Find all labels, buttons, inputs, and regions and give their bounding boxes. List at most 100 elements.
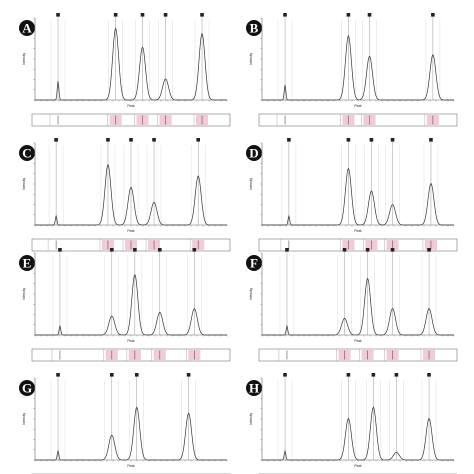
peak-marker-square	[158, 248, 162, 252]
y-axis-title: Intensity	[249, 288, 253, 300]
badge-circle	[19, 145, 35, 161]
panel-letter-badge: D	[246, 145, 262, 161]
y-axis-title: Intensity	[249, 53, 253, 65]
peak-marker-square	[287, 138, 291, 142]
y-axis-title: Intensity	[22, 53, 26, 65]
peak-marker-square	[196, 138, 200, 142]
peak-marker-square	[390, 138, 395, 142]
x-axis-title: Peak	[354, 464, 362, 468]
panel-letter: F	[250, 256, 258, 271]
intensity-trace	[35, 27, 227, 101]
panel-letter: C	[22, 146, 31, 161]
intensity-trace	[35, 163, 227, 226]
panel-letter-badge: E	[19, 255, 35, 271]
peak-marker-square	[133, 248, 137, 252]
x-axis-title: Peak	[127, 464, 135, 468]
peak-marker-square	[365, 248, 370, 252]
peak-marker-square	[369, 138, 374, 142]
panel-d: D Intensity Peak	[246, 138, 458, 252]
lane-strip	[31, 238, 231, 252]
panel-letter-badge: C	[19, 145, 35, 161]
panel-e: E Intensity Peak	[19, 248, 231, 362]
y-axis-title: Intensity	[249, 178, 253, 190]
panel-h: H Intensity Peak	[246, 373, 458, 474]
panel-letter-badge: H	[246, 380, 262, 396]
panel-letter: B	[250, 21, 259, 36]
peak-marker-square	[54, 138, 58, 142]
peak-marker-square	[285, 248, 289, 252]
peak-marker-square	[346, 373, 351, 377]
panel-letter: A	[22, 21, 32, 36]
y-axis-title: Intensity	[22, 288, 26, 300]
intensity-trace	[35, 273, 227, 336]
peak-marker-square	[346, 138, 351, 142]
panel-b: B Intensity Peak	[246, 13, 458, 127]
peak-marker-square	[129, 138, 133, 142]
panel-letter: D	[249, 146, 258, 161]
peak-marker-square	[371, 373, 376, 377]
lane-strip	[258, 348, 458, 362]
panel-a: A Intensity Peak	[19, 13, 231, 127]
lane-strip	[258, 113, 458, 127]
peak-marker-square	[431, 13, 435, 17]
panel-letter: G	[22, 381, 32, 396]
intensity-trace	[262, 35, 454, 101]
peak-marker-square	[163, 13, 168, 17]
peak-marker-square	[192, 248, 197, 252]
panel-f: F Intensity Peak	[246, 248, 458, 362]
lane-frame	[258, 113, 458, 127]
y-axis-title: Intensity	[22, 178, 26, 190]
peak-marker-square	[113, 13, 118, 17]
lane-strip	[31, 113, 231, 127]
peak-marker-square	[200, 13, 204, 17]
peak-marker-square	[58, 248, 62, 252]
lane-strip	[31, 348, 231, 362]
peak-marker-square	[427, 373, 431, 377]
panel-letter-badge: A	[19, 20, 35, 36]
peak-marker-square	[140, 13, 145, 17]
x-axis-title: Peak	[354, 339, 362, 343]
peak-marker-square	[283, 373, 287, 377]
y-axis-title: Intensity	[22, 413, 26, 425]
panel-c: C Intensity Peak	[19, 138, 231, 252]
lane-strip	[258, 238, 458, 252]
peak-marker-square	[56, 13, 60, 17]
panel-g: G Intensity Peak	[19, 373, 231, 474]
peak-marker-square	[427, 248, 431, 252]
peak-marker-square	[56, 373, 60, 377]
peak-marker-square	[390, 248, 395, 252]
x-axis-title: Peak	[354, 229, 362, 233]
lane-frame	[258, 238, 458, 252]
panel-letter-badge: B	[246, 20, 262, 36]
intensity-trace	[35, 406, 227, 461]
badge-circle	[246, 380, 262, 396]
x-axis-title: Peak	[354, 104, 362, 108]
y-axis-title: Intensity	[249, 413, 253, 425]
intensity-trace	[262, 277, 454, 336]
x-axis-title: Peak	[127, 229, 135, 233]
peak-marker-square	[283, 13, 287, 17]
lane-frame	[31, 113, 231, 127]
peak-marker-square	[186, 373, 191, 377]
peak-marker-square	[346, 13, 351, 17]
peak-marker-square	[342, 248, 347, 252]
lane-frame	[258, 348, 458, 362]
peak-marker-square	[106, 138, 110, 142]
peak-marker-square	[110, 248, 114, 252]
badge-circle	[246, 255, 262, 271]
panel-letter: H	[249, 381, 259, 396]
badge-circle	[19, 255, 35, 271]
badge-circle	[246, 145, 262, 161]
panel-letter-badge: G	[19, 380, 35, 396]
peak-marker-square	[110, 373, 114, 377]
x-axis-title: Peak	[127, 339, 135, 343]
badge-circle	[19, 20, 35, 36]
x-axis-title: Peak	[127, 104, 135, 108]
intensity-trace	[262, 167, 454, 226]
peak-marker-square	[152, 138, 156, 142]
panel-letter: E	[23, 256, 32, 271]
intensity-trace	[262, 406, 454, 461]
peak-marker-square	[429, 138, 433, 142]
peak-marker-square	[134, 373, 139, 377]
